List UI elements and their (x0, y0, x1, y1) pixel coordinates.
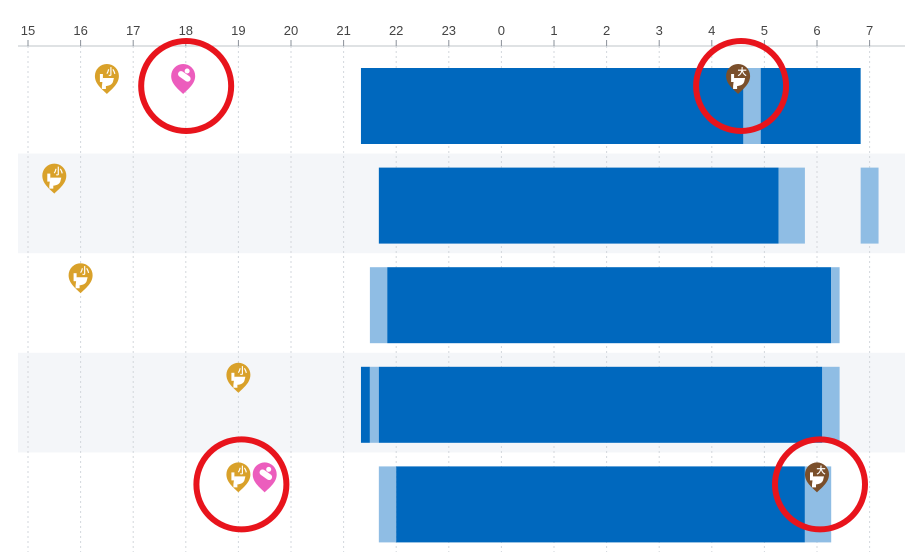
diaper-icon (178, 68, 191, 82)
x-tick-label: 2 (603, 23, 610, 38)
sleep-bars (360, 68, 879, 543)
toilet-icon: 小 (99, 66, 115, 89)
toilet-tank (73, 273, 77, 282)
event-markers: 小大小小小小大 (42, 64, 829, 493)
x-tick-label: 0 (498, 23, 505, 38)
toilet-icon: 大 (810, 464, 826, 488)
toilet-tank (231, 472, 235, 481)
x-tick-label: 16 (73, 23, 87, 38)
toilet-icon: 大 (731, 66, 747, 89)
x-tick-label: 21 (336, 23, 350, 38)
toilet-bowl (233, 476, 246, 488)
x-tick-label: 6 (813, 23, 820, 38)
light-sleep-bar (743, 68, 761, 144)
x-tick-label: 7 (866, 23, 873, 38)
pee-marker[interactable]: 小 (42, 163, 67, 194)
x-tick-label: 19 (231, 23, 245, 38)
deep-sleep-bar (360, 366, 370, 443)
toilet-bowl (233, 376, 246, 388)
deep-sleep-bar (387, 267, 832, 344)
highlight-circle (193, 436, 290, 533)
deep-sleep-bar (378, 366, 823, 443)
x-tick-label: 15 (21, 23, 35, 38)
deep-sleep-bar (396, 466, 805, 543)
toilet-icon: 小 (47, 166, 63, 189)
marker-label: 小 (237, 464, 247, 476)
x-tick-label: 17 (126, 23, 140, 38)
poop-marker[interactable]: 大 (805, 462, 829, 493)
toilet-tank (810, 472, 813, 481)
diaper-icon (259, 466, 273, 481)
x-tick-label: 20 (284, 23, 298, 38)
x-tick-label: 22 (389, 23, 403, 38)
deep-sleep-bar (360, 68, 744, 144)
highlight-circle (693, 38, 790, 134)
deep-sleep-bar (378, 167, 779, 244)
deep-sleep-bar (760, 68, 861, 144)
diaper-marker[interactable] (252, 462, 277, 493)
toilet-icon: 小 (73, 265, 89, 289)
x-tick-label: 3 (656, 23, 663, 38)
marker-label: 小 (105, 66, 115, 78)
marker-label: 小 (79, 265, 89, 277)
light-sleep-bar (778, 167, 805, 244)
toilet-bowl (733, 78, 746, 89)
toilet-bowl (101, 78, 114, 89)
marker-label: 大 (738, 66, 747, 78)
diaper-marker[interactable] (171, 64, 196, 94)
pee-marker[interactable]: 小 (226, 462, 251, 493)
highlight-circles (138, 38, 868, 533)
highlight-circle (138, 38, 235, 134)
diaper-dot (184, 68, 190, 74)
light-sleep-bar (369, 267, 388, 344)
pee-marker[interactable]: 小 (226, 362, 251, 393)
x-axis: 15 16 17 18 19 20 21 22 23 0 1 2 3 4 5 6 7 (18, 23, 905, 47)
light-sleep-bar (860, 167, 879, 244)
pee-marker[interactable]: 小 (94, 64, 119, 94)
x-tick-label: 1 (550, 23, 557, 38)
light-sleep-bar (822, 366, 840, 443)
toilet-tank (99, 74, 103, 82)
toilet-bowl (75, 277, 88, 289)
marker-label: 大 (816, 464, 825, 476)
poop-marker[interactable]: 大 (726, 64, 751, 94)
x-tick-label: 4 (708, 23, 715, 38)
light-sleep-bar (831, 267, 840, 344)
toilet-bowl (812, 476, 824, 488)
pee-marker[interactable]: 小 (68, 263, 93, 294)
light-sleep-bar (369, 366, 379, 443)
toilet-tank (47, 173, 51, 182)
x-tick-label: 23 (442, 23, 456, 38)
toilet-tank (231, 372, 235, 381)
toilet-bowl (49, 177, 62, 189)
x-tick-label: 5 (761, 23, 768, 38)
toilet-icon: 小 (231, 464, 247, 488)
light-sleep-bar (378, 466, 397, 543)
toilet-tank (731, 74, 735, 82)
diaper-body (178, 71, 191, 82)
diaper-body (259, 469, 273, 481)
x-tick-label: 18 (179, 23, 193, 38)
diaper-dot (266, 466, 272, 472)
toilet-icon: 小 (231, 365, 247, 388)
marker-label: 小 (237, 365, 247, 377)
marker-label: 小 (53, 166, 63, 178)
highlight-circle (772, 436, 868, 533)
